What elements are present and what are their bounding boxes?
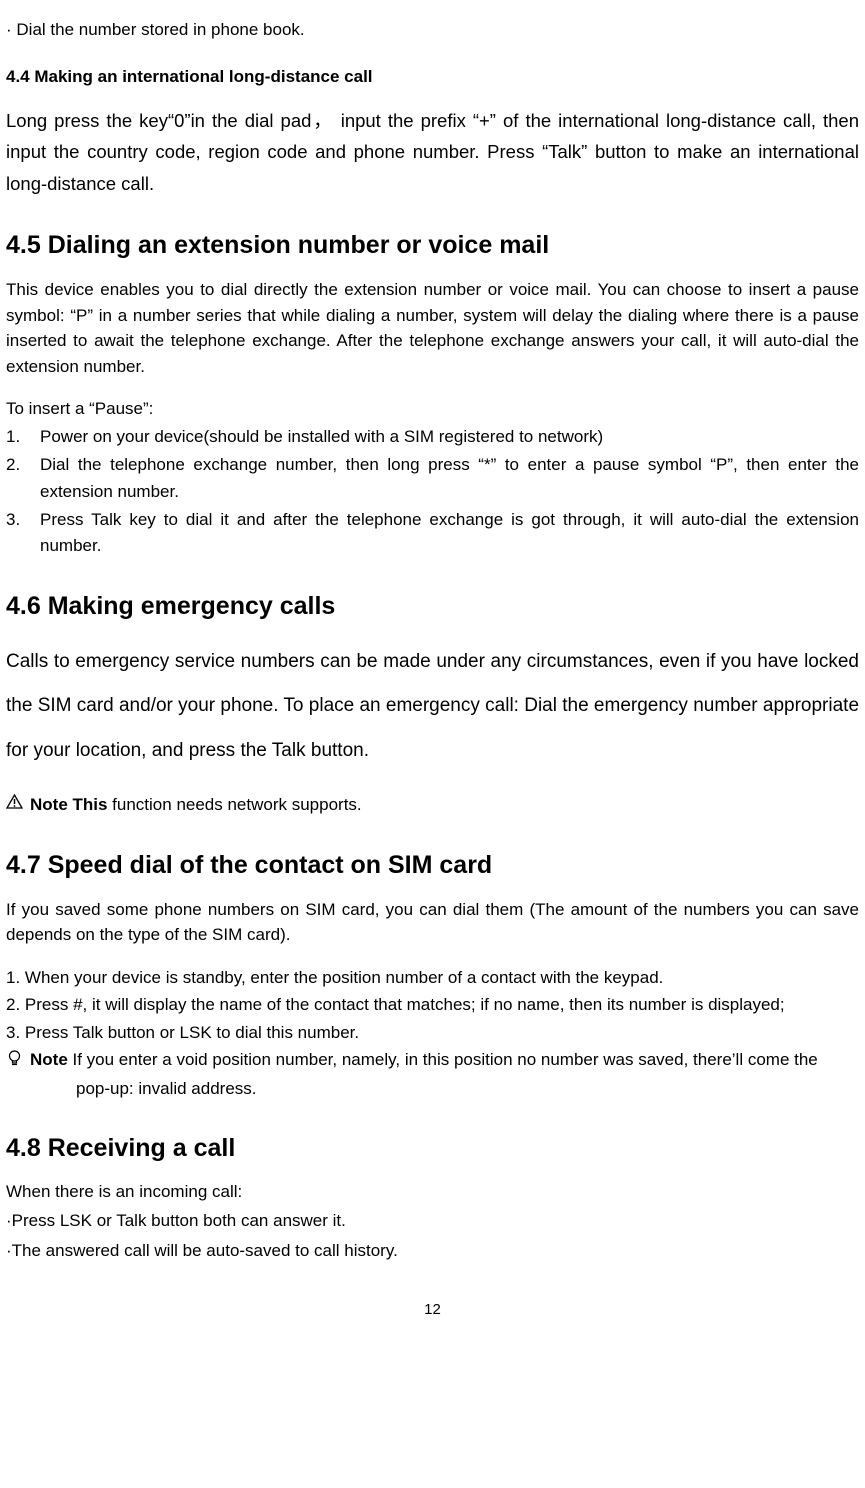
list-item: 3. Press Talk key to dial it and after t… bbox=[6, 507, 859, 560]
note-line2: pop-up: invalid address. bbox=[6, 1076, 859, 1102]
list-body: Press Talk key to dial it and after the … bbox=[40, 507, 859, 560]
heading-4-6: 4.6 Making emergency calls bbox=[6, 592, 859, 621]
body-4-7-p3: 2. Press #, it will display the name of … bbox=[6, 992, 859, 1018]
note-row: Note If you enter a void position number… bbox=[6, 1047, 859, 1073]
note-text: function needs network supports. bbox=[107, 795, 361, 814]
note-body: Note If you enter a void position number… bbox=[30, 1047, 859, 1073]
body-4-7-p2: 1. When your device is standby, enter th… bbox=[6, 965, 859, 991]
list-number: 2. bbox=[6, 452, 40, 505]
heading-4-5: 4.5 Dialing an extension number or voice… bbox=[6, 231, 859, 260]
body-4-5-p1: This device enables you to dial directly… bbox=[6, 277, 859, 379]
note-body: Note This function needs network support… bbox=[30, 792, 859, 818]
note-text: If you enter a void position number, nam… bbox=[68, 1050, 818, 1069]
body-4-7-p1: If you saved some phone numbers on SIM c… bbox=[6, 897, 859, 948]
body-4-7-p4: 3. Press Talk button or LSK to dial this… bbox=[6, 1020, 859, 1046]
warning-icon bbox=[6, 792, 30, 809]
list-item: 2. Dial the telephone exchange number, t… bbox=[6, 452, 859, 505]
body-4-4: Long press the key“0”in the dial pad， in… bbox=[6, 105, 859, 199]
lightbulb-icon bbox=[6, 1047, 30, 1067]
heading-4-8: 4.8 Receiving a call bbox=[6, 1134, 859, 1163]
list-body: Power on your device(should be installed… bbox=[40, 424, 859, 450]
body-4-8-p1: When there is an incoming call: bbox=[6, 1179, 859, 1205]
note-label: Note This bbox=[30, 795, 107, 814]
body-4-8-p2: ·Press LSK or Talk button both can answe… bbox=[6, 1208, 859, 1234]
list-body: Dial the telephone exchange number, then… bbox=[40, 452, 859, 505]
heading-4-7: 4.7 Speed dial of the contact on SIM car… bbox=[6, 851, 859, 880]
body-4-6: Calls to emergency service numbers can b… bbox=[6, 640, 859, 774]
body-4-8-p3: ·The answered call will be auto-saved to… bbox=[6, 1238, 859, 1264]
note-row: Note This function needs network support… bbox=[6, 792, 859, 818]
page-number: 12 bbox=[6, 1301, 859, 1318]
list-item: 1. Power on your device(should be instal… bbox=[6, 424, 859, 450]
list-number: 3. bbox=[6, 507, 40, 560]
body-4-5-p2: To insert a “Pause”: bbox=[6, 396, 859, 422]
intro-bullet: · Dial the number stored in phone book. bbox=[6, 17, 859, 43]
note-label: Note bbox=[30, 1050, 68, 1069]
heading-4-4: 4.4 Making an international long-distanc… bbox=[6, 67, 859, 87]
list-number: 1. bbox=[6, 424, 40, 450]
